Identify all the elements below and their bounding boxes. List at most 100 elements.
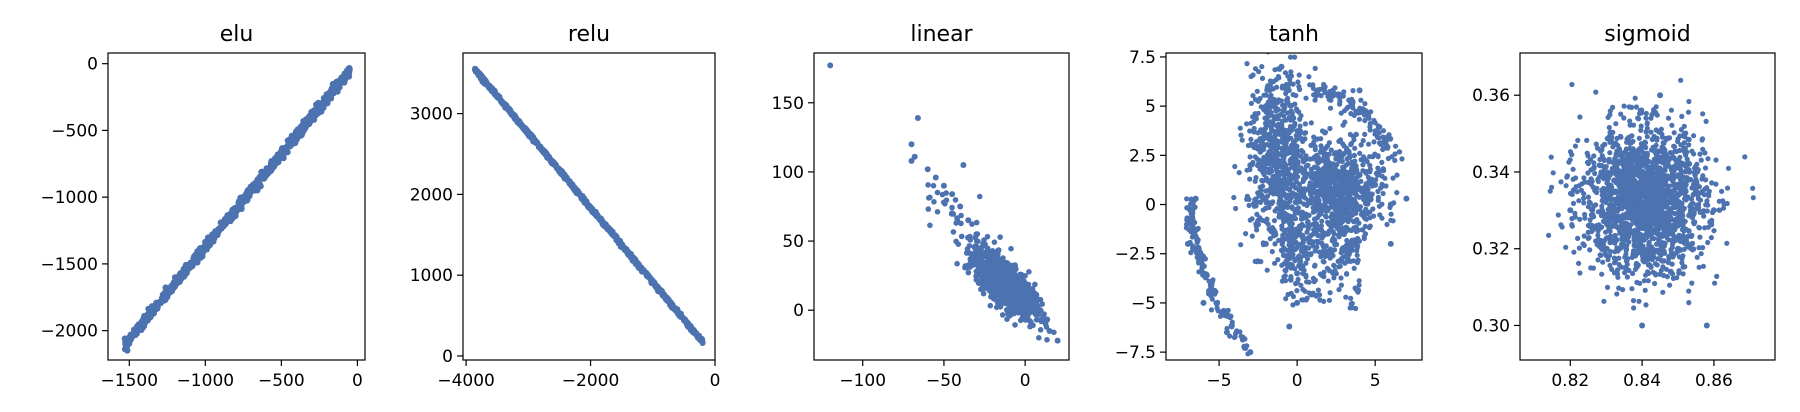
point: [1302, 136, 1308, 142]
point: [1255, 190, 1261, 196]
point: [1308, 238, 1314, 244]
data-point: [1046, 328, 1053, 334]
point: [1321, 167, 1327, 173]
point: [1267, 87, 1273, 94]
point: [958, 233, 965, 240]
point: [1353, 305, 1359, 312]
point: [1272, 144, 1278, 150]
point: [1326, 268, 1333, 274]
data-point: [232, 208, 239, 215]
point: [1263, 188, 1269, 194]
point: [1379, 181, 1385, 187]
point: [181, 271, 189, 278]
data-point: [164, 294, 171, 301]
point: [1288, 177, 1294, 183]
point: [592, 210, 599, 217]
data-point: [949, 210, 956, 217]
point: [1247, 166, 1253, 173]
point: [1301, 186, 1308, 192]
point: [981, 260, 988, 267]
y-tick-label: 150: [772, 94, 804, 114]
point: [1379, 215, 1385, 221]
point: [1347, 154, 1353, 160]
point: [566, 180, 573, 187]
point: [629, 254, 636, 261]
point: [1281, 159, 1287, 165]
point: [1351, 152, 1357, 158]
point: [1266, 113, 1272, 119]
point: [1269, 249, 1275, 255]
point: [159, 296, 166, 304]
point: [1278, 198, 1285, 204]
point: [1283, 81, 1290, 88]
point: [1348, 301, 1354, 307]
y-tick-label: 3000: [410, 105, 453, 125]
point: [1289, 246, 1295, 252]
point: [214, 228, 221, 235]
point: [976, 252, 982, 258]
point: [1300, 156, 1306, 162]
point: [1354, 252, 1360, 258]
point: [1298, 255, 1304, 261]
point: [1333, 156, 1339, 162]
point: [1289, 242, 1295, 248]
point: [1373, 177, 1379, 183]
point: [1327, 186, 1333, 192]
point: [1280, 239, 1286, 245]
point: [1321, 230, 1327, 236]
point: [1269, 101, 1275, 107]
point: [1044, 317, 1050, 324]
data-point: [587, 205, 594, 212]
point: [1262, 120, 1269, 126]
point: [1267, 119, 1273, 125]
point: [1363, 168, 1369, 175]
point: [1273, 105, 1280, 111]
point: [1349, 169, 1355, 175]
point: [1253, 114, 1259, 120]
point: [931, 199, 937, 205]
point: [1261, 161, 1267, 167]
point: [1362, 231, 1369, 237]
point: [952, 197, 959, 203]
point: [1003, 300, 1010, 307]
point: [993, 269, 1000, 276]
point: [1267, 236, 1273, 242]
point: [1253, 223, 1259, 229]
point: [250, 185, 258, 192]
point: [516, 119, 523, 126]
point: [1272, 241, 1278, 247]
axes-frame: [107, 52, 366, 361]
point: [1275, 257, 1281, 263]
point: [1260, 197, 1266, 203]
point: [1319, 128, 1326, 134]
point: [199, 249, 206, 256]
data-point: [965, 217, 972, 224]
point: [1033, 317, 1040, 323]
point: [1245, 142, 1251, 149]
point: [1281, 245, 1287, 251]
point: [1344, 250, 1350, 256]
point: [985, 282, 992, 288]
point: [1261, 135, 1267, 142]
point: [1345, 213, 1351, 219]
point: [1261, 169, 1267, 175]
point: [1342, 184, 1348, 190]
point: [1281, 204, 1287, 210]
point: [1332, 267, 1338, 274]
point: [1284, 166, 1290, 172]
y-tick-label: 0: [87, 55, 98, 75]
point: [1366, 141, 1372, 147]
point: [1267, 78, 1273, 84]
point: [971, 244, 978, 251]
point: [1256, 160, 1262, 166]
point: [204, 241, 211, 248]
point: [1347, 258, 1354, 264]
point: [949, 204, 955, 211]
point: [538, 147, 545, 154]
point: [969, 257, 976, 263]
point: [606, 227, 613, 234]
point: [1388, 217, 1394, 223]
y-tick-label: 100: [772, 163, 804, 183]
x-tick-label: −100: [839, 371, 886, 391]
point: [1275, 141, 1281, 147]
